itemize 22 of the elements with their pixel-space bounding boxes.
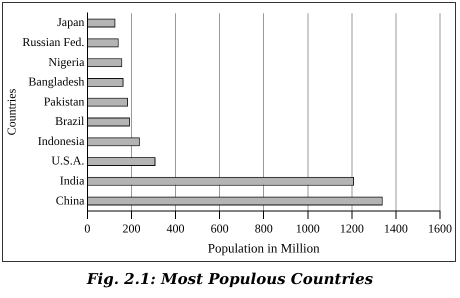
x-tick-label: 1200	[340, 221, 364, 236]
x-tick-label: 1600	[428, 221, 452, 236]
y-tick-label: Bangladesh	[28, 74, 84, 89]
y-tick-label: Pakistan	[44, 94, 84, 108]
y-tick-label: Nigeria	[48, 54, 86, 69]
x-tick-label: 0	[84, 221, 90, 236]
text: Fig. 2.1: Most Populous Countries	[86, 270, 374, 288]
y-tick-label: Indonesia	[38, 134, 86, 148]
y-tick-label: Brazil	[55, 114, 86, 128]
y-tick-label: Japan	[57, 15, 84, 30]
x-tick-label: 400	[166, 221, 185, 236]
y-axis-title: Countries	[4, 88, 18, 136]
x-tick-label: 1000	[296, 221, 320, 236]
x-tick-label: 1400	[384, 221, 408, 236]
x-tick-label: 600	[210, 221, 229, 236]
y-tick-label: U.S.A.	[51, 154, 84, 168]
y-tick-label: India	[60, 173, 86, 188]
x-tick-label: 200	[122, 221, 140, 236]
y-tick-label: China	[56, 193, 86, 208]
y-tick-label: Russian Fed.	[22, 35, 84, 50]
x-tick-label: 800	[254, 221, 273, 236]
x-axis-title: Population in Million	[208, 240, 320, 256]
